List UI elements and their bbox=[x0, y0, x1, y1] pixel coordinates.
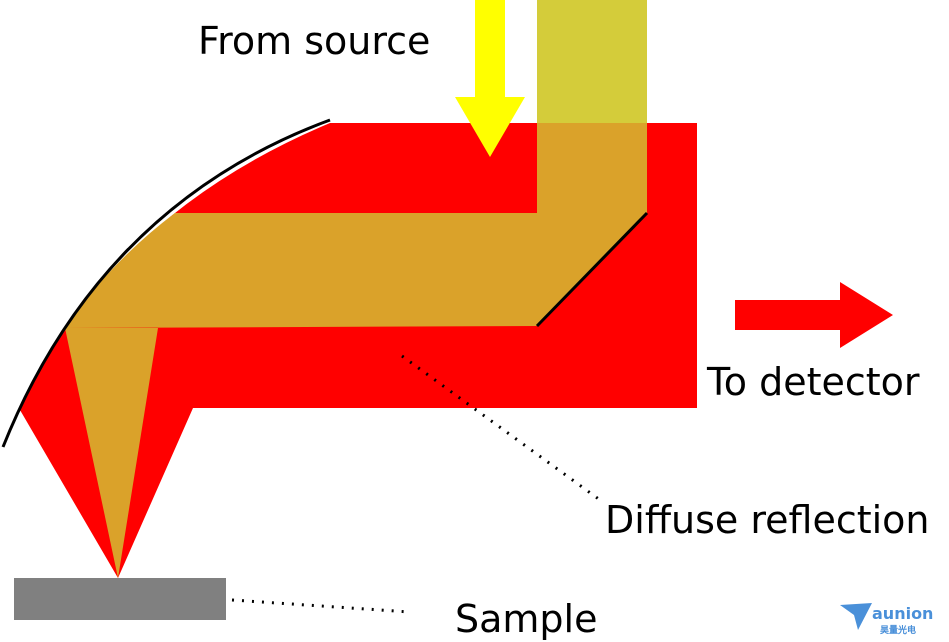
label-diffuse-reflection: Diffuse reflection bbox=[605, 498, 930, 542]
label-from-source: From source bbox=[198, 19, 430, 63]
sample-leader-line bbox=[231, 598, 411, 614]
incident-beam-column bbox=[537, 123, 647, 213]
source-beam-top bbox=[537, 0, 647, 123]
diffuse-leader-line bbox=[401, 354, 601, 502]
incident-beam-cone bbox=[65, 328, 158, 578]
label-to-detector: To detector bbox=[706, 360, 920, 404]
logo-subtitle: 昊量光电 bbox=[880, 624, 916, 636]
source-arrow-icon bbox=[455, 0, 525, 157]
logo-plane-icon bbox=[840, 603, 872, 630]
incident-beam-band bbox=[65, 213, 647, 328]
aunion-logo: aunion 昊量光电 bbox=[840, 603, 933, 636]
label-sample: Sample bbox=[455, 597, 597, 641]
logo-name: aunion bbox=[872, 604, 933, 623]
flat-mirror bbox=[535, 211, 649, 328]
ellipsoidal-mirror bbox=[1, 118, 331, 448]
detector-arrow-icon bbox=[735, 282, 893, 348]
sample-block bbox=[14, 578, 226, 620]
